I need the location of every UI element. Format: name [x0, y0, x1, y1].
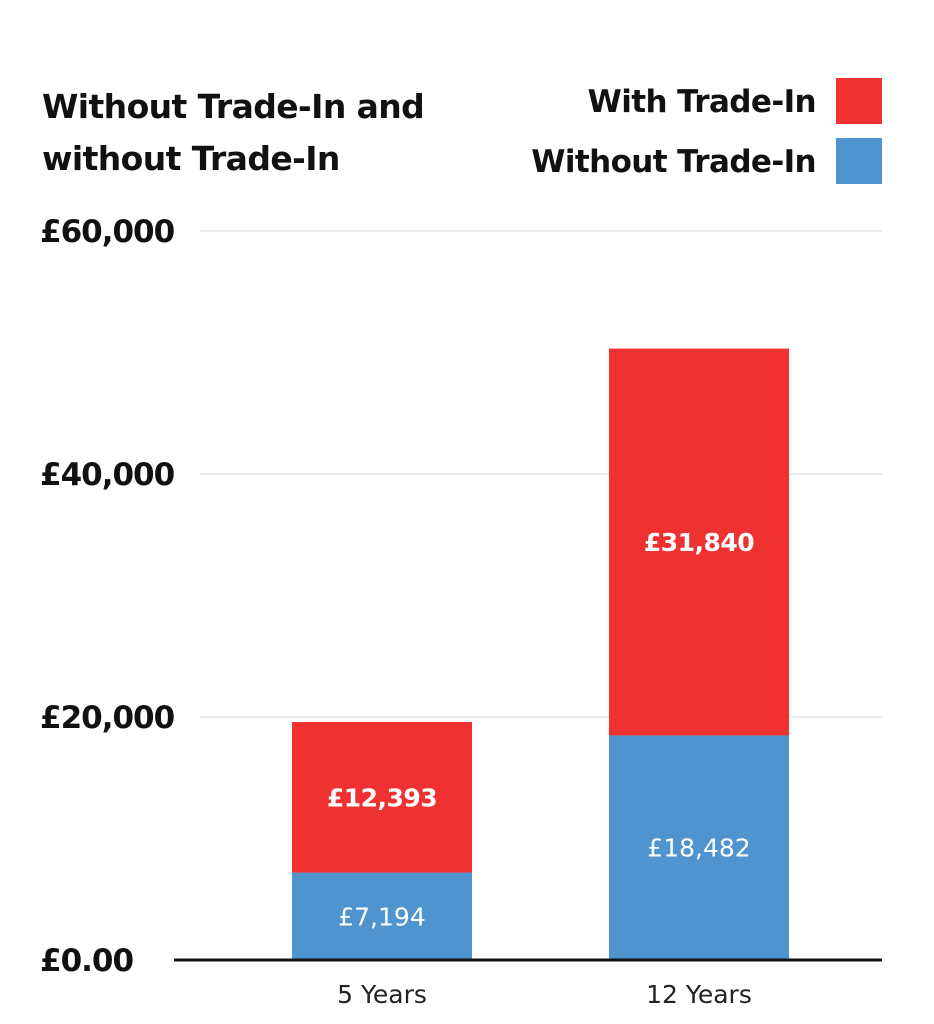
y-tick-label: £0.00 [40, 943, 133, 979]
legend-swatch-with-trade-in [836, 78, 882, 124]
bar-segment-without-trade-in [292, 872, 472, 960]
bar-value-label: £31,840 [644, 528, 754, 557]
y-tick-label: £20,000 [40, 700, 175, 736]
x-tick-label: 12 Years [646, 980, 752, 1009]
legend-item-without-trade-in: Without Trade-In [531, 138, 882, 184]
bar-value-labels: £7,194 £12,393 £18,482 £31,840 [327, 528, 755, 931]
bar-value-label: £7,194 [338, 902, 425, 931]
bar-segment-with-trade-in [609, 348, 789, 736]
chart-title-line-2: without Trade-In [42, 139, 340, 178]
y-tick-label: £60,000 [40, 214, 175, 250]
bar-value-label: £12,393 [327, 783, 437, 812]
chart-title-line-1: Without Trade-In and [42, 87, 424, 126]
legend-label-without-trade-in: Without Trade-In [531, 144, 816, 180]
x-axis-ticks: 5 Years 12 Years [337, 980, 752, 1009]
legend: With Trade-In Without Trade-In [531, 78, 882, 184]
legend-label-with-trade-in: With Trade-In [588, 84, 816, 120]
y-axis-ticks: £0.00 £20,000 £40,000 £60,000 [40, 214, 176, 979]
bar-value-label: £18,482 [647, 834, 750, 863]
bar-segment-without-trade-in [609, 735, 789, 960]
legend-item-with-trade-in: With Trade-In [588, 78, 882, 124]
chart-title: Without Trade-In and without Trade-In [42, 87, 425, 178]
x-tick-label: 5 Years [337, 980, 427, 1009]
bar-segment-with-trade-in [292, 722, 472, 873]
bars [292, 348, 789, 960]
legend-swatch-without-trade-in [836, 138, 882, 184]
y-tick-label: £40,000 [40, 457, 175, 493]
